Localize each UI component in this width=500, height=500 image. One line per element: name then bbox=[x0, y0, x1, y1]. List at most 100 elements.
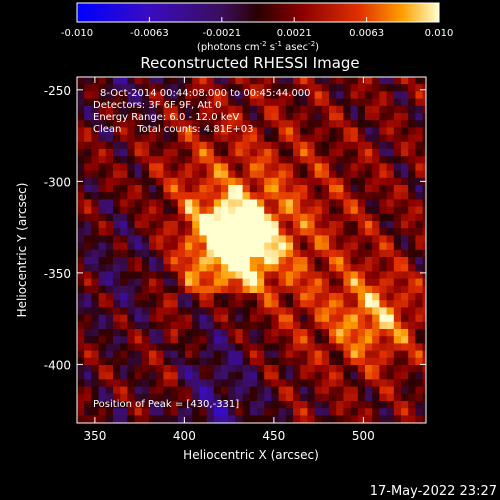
heatmap-cell bbox=[235, 415, 243, 423]
heatmap-cell bbox=[401, 379, 409, 387]
heatmap-cell bbox=[141, 84, 150, 92]
heatmap-cell bbox=[365, 91, 373, 99]
heatmap-cell bbox=[249, 192, 258, 200]
heatmap-cell bbox=[113, 271, 121, 279]
heatmap-cell bbox=[98, 105, 107, 114]
heatmap-cell bbox=[199, 134, 207, 143]
heatmap-cell bbox=[213, 271, 222, 279]
heatmap-cell bbox=[127, 401, 135, 409]
heatmap-cell bbox=[213, 127, 222, 135]
heatmap-cell bbox=[185, 336, 193, 344]
heatmap-cell bbox=[127, 343, 135, 351]
heatmap-cell bbox=[185, 177, 193, 186]
heatmap-cell bbox=[185, 84, 193, 92]
heatmap-cell bbox=[350, 77, 359, 85]
heatmap-cell bbox=[408, 365, 416, 373]
heatmap-cell bbox=[98, 408, 107, 416]
heatmap-cell bbox=[379, 257, 387, 265]
heatmap-cell bbox=[386, 156, 395, 164]
heatmap-cell bbox=[372, 357, 380, 366]
heatmap-cell bbox=[293, 293, 301, 301]
heatmap-cell bbox=[271, 343, 279, 351]
heatmap-cell bbox=[120, 199, 128, 207]
heatmap-cell bbox=[120, 192, 128, 200]
heatmap-cell bbox=[228, 336, 236, 344]
heatmap-cell bbox=[149, 336, 157, 344]
heatmap-cell bbox=[343, 170, 351, 179]
heatmap-cell bbox=[307, 365, 315, 373]
heatmap-cell bbox=[120, 242, 128, 251]
heatmap-cell bbox=[386, 105, 395, 114]
heatmap-cell bbox=[350, 293, 359, 301]
heatmap-cell bbox=[307, 177, 315, 186]
heatmap-cell bbox=[221, 365, 229, 373]
heatmap-cell bbox=[285, 264, 294, 272]
heatmap-cell bbox=[285, 321, 294, 330]
heatmap-cell bbox=[84, 221, 92, 229]
heatmap-cell bbox=[314, 206, 323, 215]
heatmap-cell bbox=[213, 365, 222, 373]
heatmap-cell bbox=[235, 242, 243, 251]
heatmap-cell bbox=[98, 357, 107, 366]
heatmap-cell bbox=[113, 401, 121, 409]
heatmap-cell bbox=[235, 156, 243, 164]
heatmap-cell bbox=[365, 113, 373, 121]
heatmap-cell bbox=[321, 113, 330, 121]
heatmap-cell bbox=[199, 213, 207, 222]
heatmap-cell bbox=[185, 170, 193, 179]
heatmap-cell bbox=[170, 372, 179, 380]
heatmap-cell bbox=[228, 235, 236, 243]
heatmap-cell bbox=[192, 307, 200, 315]
heatmap-cell bbox=[415, 329, 423, 337]
heatmap-cell bbox=[228, 357, 236, 366]
heatmap-cell bbox=[163, 314, 171, 323]
heatmap-cell bbox=[113, 365, 121, 373]
heatmap-cell bbox=[84, 170, 92, 179]
heatmap-cell bbox=[98, 307, 107, 315]
heatmap-cell bbox=[300, 163, 308, 171]
heatmap-cell bbox=[149, 84, 157, 92]
heatmap-cell bbox=[365, 127, 373, 135]
heatmap-cell bbox=[329, 199, 337, 207]
heatmap-cell bbox=[163, 321, 171, 330]
heatmap-cell bbox=[91, 379, 99, 387]
heatmap-cell bbox=[235, 271, 243, 279]
heatmap-cell bbox=[278, 105, 287, 114]
heatmap-cell bbox=[357, 199, 366, 207]
heatmap-cell bbox=[350, 91, 359, 99]
heatmap-cell bbox=[293, 177, 301, 186]
heatmap-cell bbox=[221, 77, 229, 85]
heatmap-cell bbox=[379, 314, 387, 323]
heatmap-cell bbox=[185, 372, 193, 380]
heatmap-cell bbox=[77, 149, 85, 157]
heatmap-cell bbox=[242, 84, 251, 92]
heatmap-cell bbox=[77, 350, 85, 359]
heatmap-cell bbox=[141, 156, 150, 164]
heatmap-cell bbox=[285, 271, 294, 279]
heatmap-cell bbox=[221, 192, 229, 200]
heatmap-cell bbox=[357, 235, 366, 243]
heatmap-cell bbox=[343, 393, 351, 402]
heatmap-cell bbox=[257, 393, 265, 402]
heatmap-cell bbox=[134, 300, 143, 308]
heatmap-cell bbox=[307, 185, 315, 193]
heatmap-cell bbox=[84, 393, 92, 402]
heatmap-cell bbox=[307, 98, 315, 107]
heatmap-cell bbox=[156, 105, 164, 114]
heatmap-cell bbox=[149, 343, 157, 351]
heatmap-cell bbox=[321, 192, 330, 200]
heatmap-cell bbox=[163, 300, 171, 308]
heatmap-cell bbox=[336, 213, 344, 222]
heatmap-cell bbox=[105, 105, 114, 114]
heatmap-cell bbox=[213, 329, 222, 337]
heatmap-cell bbox=[156, 422, 164, 423]
heatmap-cell bbox=[185, 415, 193, 423]
heatmap-cell bbox=[235, 386, 243, 395]
heatmap-cell bbox=[105, 329, 114, 337]
heatmap-cell bbox=[365, 84, 373, 92]
heatmap-cell bbox=[264, 393, 272, 402]
heatmap-cell bbox=[221, 213, 229, 222]
heatmap-cell bbox=[134, 141, 143, 150]
heatmap-cell bbox=[235, 372, 243, 380]
heatmap-cell bbox=[386, 84, 395, 92]
